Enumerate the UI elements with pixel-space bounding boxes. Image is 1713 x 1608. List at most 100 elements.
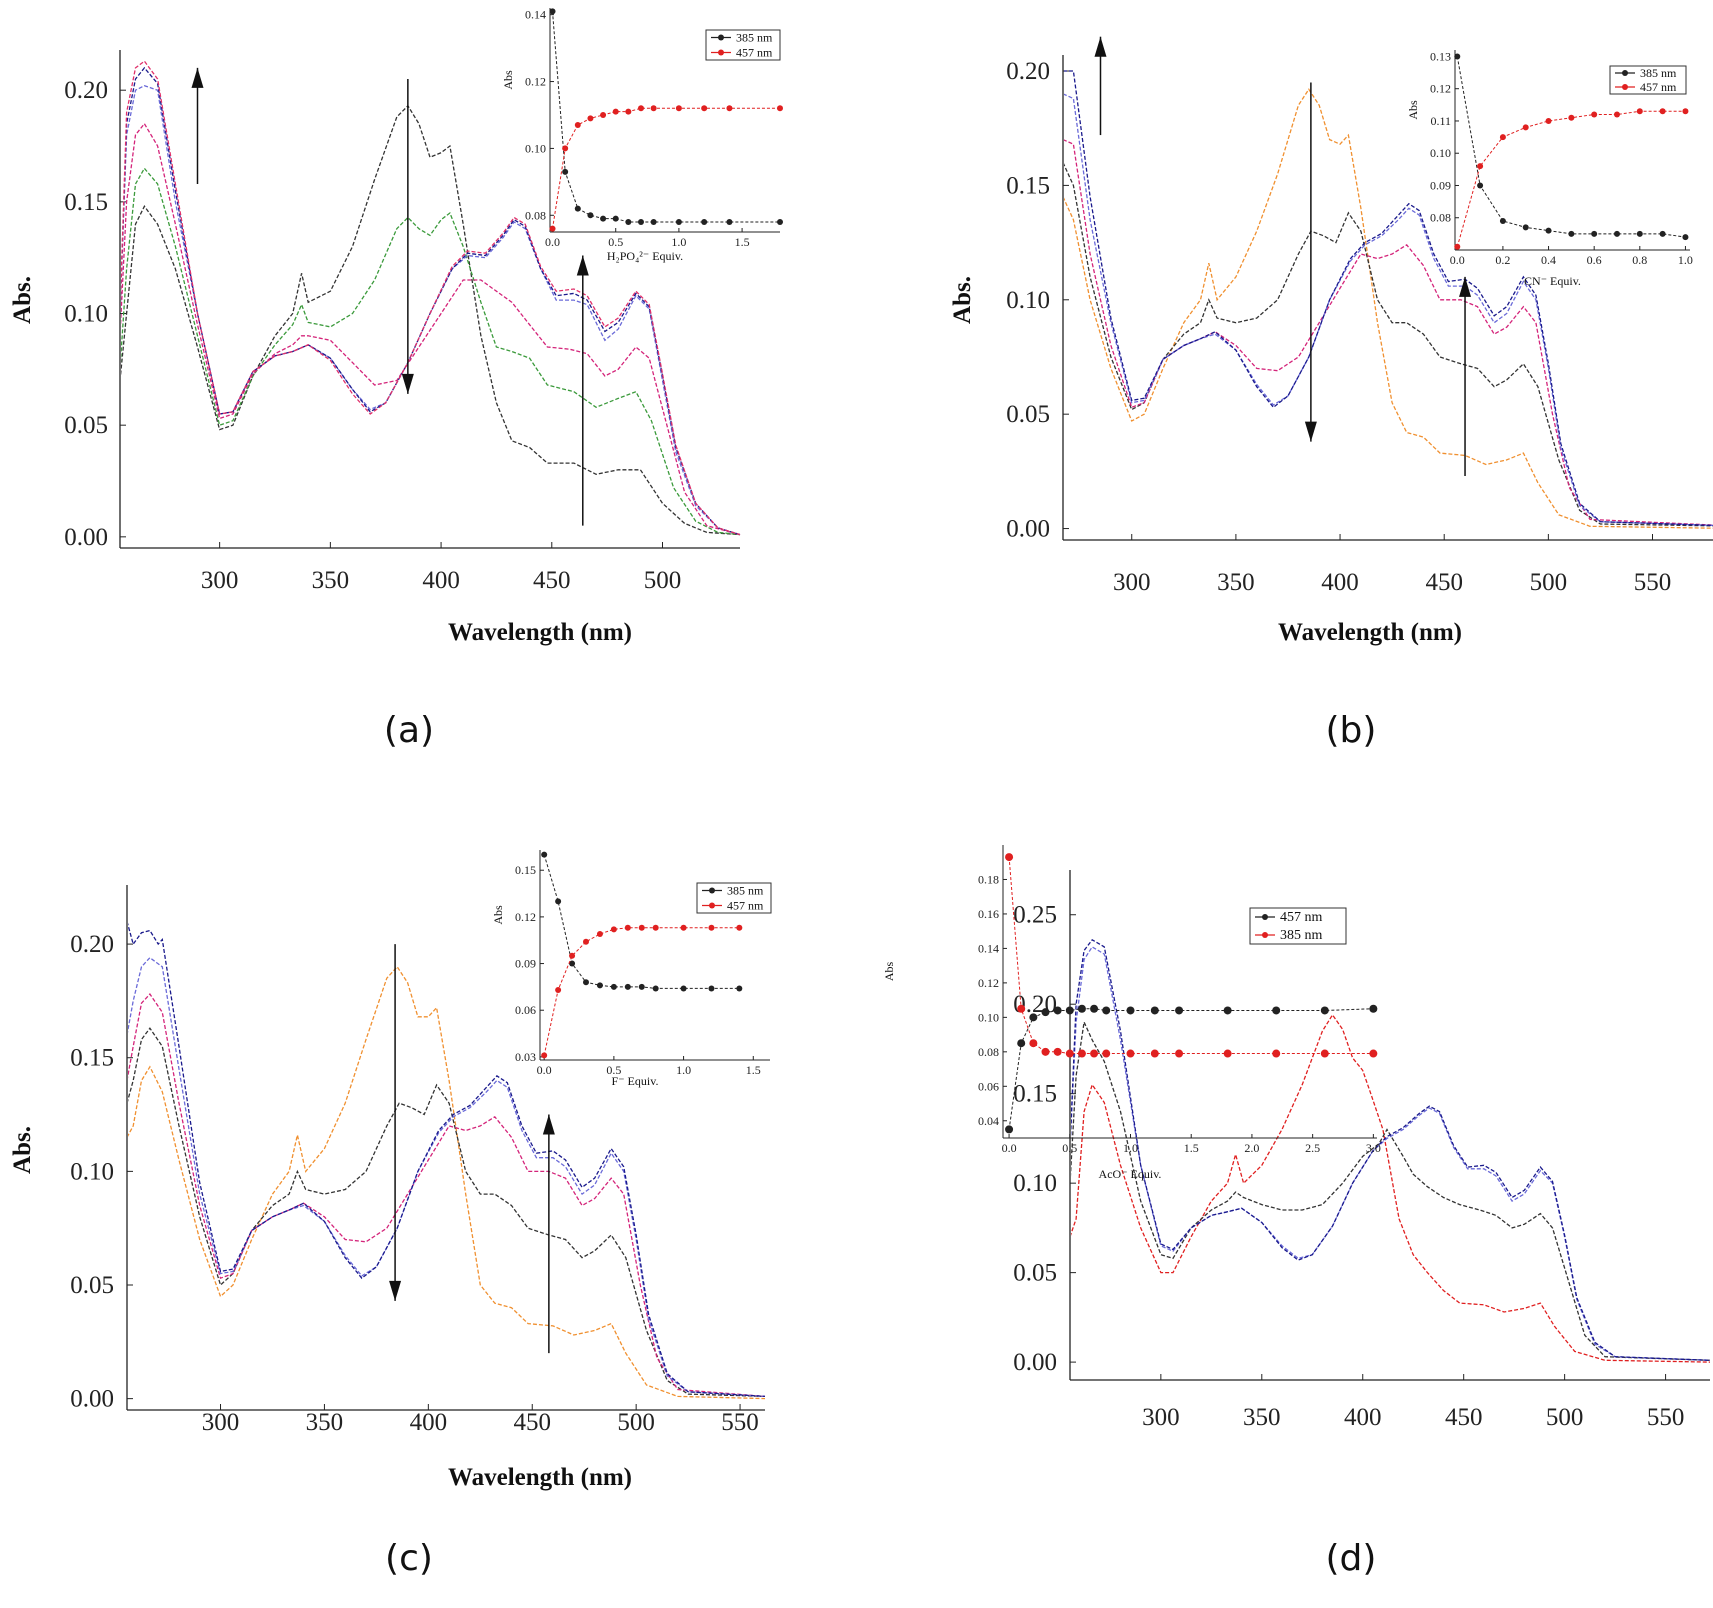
inset-y-tick-label: 0.10 [978,1010,999,1024]
legend-label: 457 nm [1640,80,1677,94]
inset-point [1102,1006,1111,1015]
y-axis-title: Abs. [949,276,976,324]
inset-point [610,926,617,933]
spectrum-line-2 [1064,163,1713,527]
inset-series-line [543,854,740,989]
inset-y-tick-label: 0.04 [978,1114,999,1128]
inset-point [726,218,733,225]
x-tick-label: 400 [1344,1404,1382,1431]
spectrum-line-1 [1064,88,1713,529]
inset-x-label: F⁻ Equiv. [612,1074,659,1088]
inset-x-label: H₂PO₄²⁻ Equiv. [607,249,683,263]
panel-caption-b: (b) [1325,710,1377,751]
inset-y-tick-label: 0.12 [515,910,536,924]
inset-point [1126,1006,1135,1015]
y-tick-label: 0.05 [70,1272,114,1299]
spectrum-line-1 [128,965,766,1400]
x-tick-label: 500 [1546,1404,1584,1431]
inset-y-tick-label: 0.11 [1430,114,1451,128]
inset-y-tick-label: 0.12 [525,75,546,89]
inset-point [650,218,657,225]
inset-y-tick-label: 0.12 [978,976,999,990]
inset-point [624,983,631,990]
inset-y-tick-label: 0.09 [515,957,536,971]
inset-point [1041,1008,1050,1017]
inset-point [1150,1049,1159,1058]
legend-label: 457 nm [727,899,764,913]
legend-swatch-marker [718,34,724,41]
y-tick-label: 0.20 [1013,991,1057,1018]
spectrum-line-2 [128,1027,766,1398]
inset-x-tick-label: 0.0 [1002,1141,1017,1155]
x-tick-label: 500 [644,567,682,594]
spectrum-line-5 [1064,70,1713,527]
y-tick-label: 0.25 [1013,902,1057,929]
chart-panel-d: 0.00 0.05 0.10 0.15 0.20 0.25 300 350 400 450 500 5… [882,845,1711,1431]
inset-point [1320,1006,1329,1015]
legend-swatch-marker [1622,70,1628,76]
trend-arrow-head [389,1280,402,1301]
x-tick-label: 350 [306,1409,344,1436]
inset-point [569,952,576,959]
inset-point [1522,124,1529,131]
inset-point [596,982,603,989]
y-tick-label: 0.10 [1013,1170,1057,1197]
spectra-group [128,922,766,1400]
y-tick-label: 0.15 [1006,172,1050,199]
y-tick-label: 0.00 [70,1386,114,1413]
inset-point [562,145,569,152]
inset-x-tick-label: 0.0 [537,1063,552,1077]
inset-point [1126,1049,1135,1058]
inset-y-tick-label: 0.06 [978,1079,999,1093]
inset-frame [1003,845,1377,1138]
x-axis-title: Wavelength (nm) [448,619,632,646]
inset-point [587,212,594,219]
inset-x-tick-label: 0.2 [1495,253,1510,267]
inset-point [1223,1049,1232,1058]
inset-point [1272,1049,1281,1058]
inset-x-tick-label: 1.5 [746,1063,761,1077]
inset-y-tick-label: 0.14 [978,941,999,955]
trend-arrow-head [401,373,414,394]
inset-legend: 457 nm 385 nm [1249,907,1347,945]
y-tick-label: 0.05 [64,412,108,439]
inset-point [1053,1006,1062,1015]
inset-point [1591,111,1598,118]
spectra-group [1064,70,1713,529]
trend-arrow-head [1304,421,1317,442]
legend-label: 385 nm [736,31,773,45]
panel-caption-d: (d) [1325,1538,1377,1579]
inset-point [1077,1004,1086,1013]
inset-point [1591,230,1598,237]
inset-y-tick-label: 0.13 [1430,49,1451,63]
inset-point [1568,230,1575,237]
inset-x-tick-label: 1.5 [1184,1141,1199,1155]
legend-swatch-marker [1262,932,1268,938]
inset-point [1053,1047,1062,1056]
inset-x-tick-label: 0.6 [1587,253,1602,267]
inset-point [1682,108,1689,115]
inset-point [1102,1049,1111,1058]
inset-point [1090,1004,1099,1013]
inset-point [600,111,607,118]
inset-point [701,218,708,225]
inset-chart: 0.03 0.06 0.09 0.12 0.15 0.0 0.5 1.0 1.5 F⁻ Equiv… [491,850,772,1088]
inset-point [1499,134,1506,141]
inset-point [574,205,581,212]
inset-chart: 0.08 0.10 0.12 0.14 0.0 0.5 1.0 1.5 H₂PO₄²⁻ Equi… [501,8,783,263]
inset-point [777,105,783,112]
inset-point [726,105,733,112]
spectrum-line-6 [121,60,741,536]
inset-point [1077,1049,1086,1058]
x-tick-label: 500 [1530,569,1568,596]
inset-point [1017,1039,1026,1048]
inset-point [1613,111,1620,118]
inset-point [1005,853,1014,862]
inset-y-tick-label: 0.08 [1430,211,1451,225]
legend-swatch-marker [709,902,715,909]
inset-point [1320,1049,1329,1058]
